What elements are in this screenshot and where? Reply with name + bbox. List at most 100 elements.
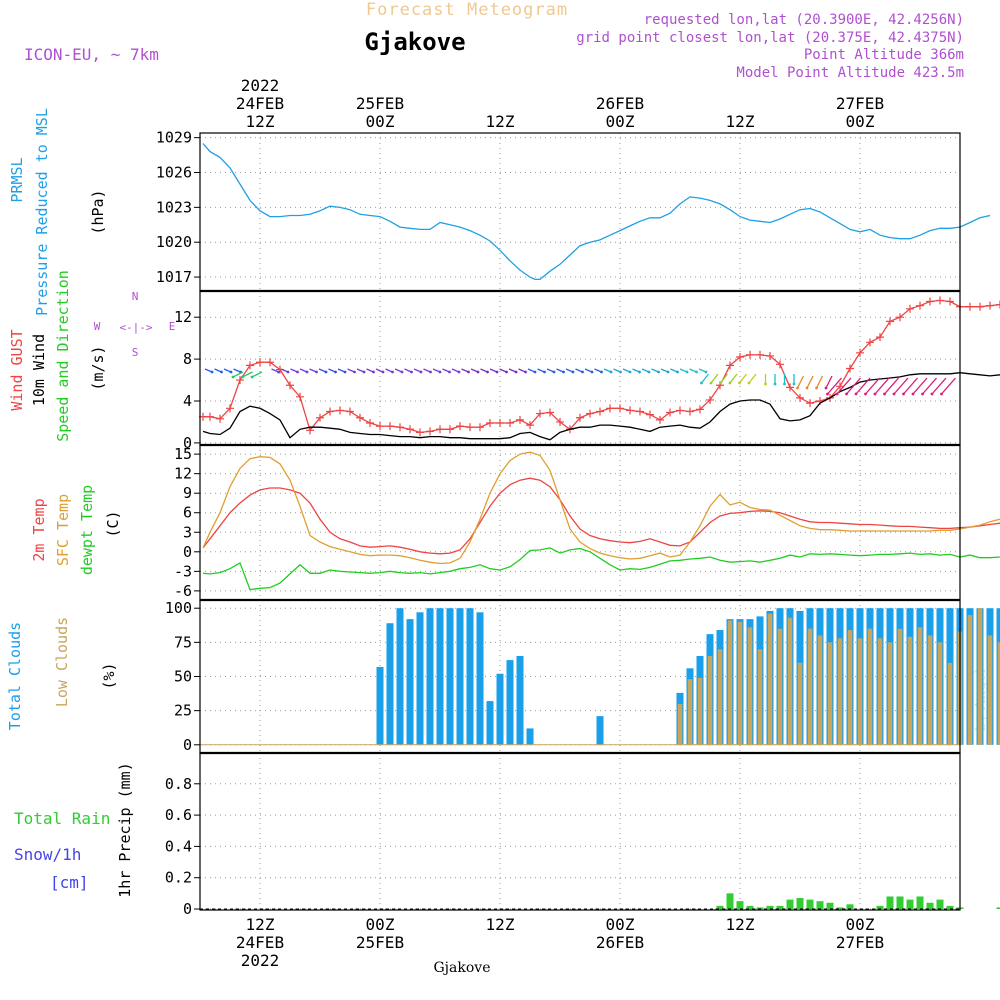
total-clouds-bar xyxy=(476,612,484,745)
time-label-top: 24FEB xyxy=(236,94,284,113)
gust-marker xyxy=(406,425,414,434)
time-label-bottom: 26FEB xyxy=(596,933,644,952)
wind-arrow xyxy=(242,371,253,378)
wind-arrow-head xyxy=(250,375,254,379)
wind-arrow-head xyxy=(600,370,603,374)
wind-arrow-head xyxy=(429,370,432,374)
wind-arrow-head xyxy=(231,375,235,379)
wind-arrow-head xyxy=(419,370,423,374)
wind-arrow xyxy=(825,375,833,389)
total-rain-bar xyxy=(926,902,934,909)
compass-n: N xyxy=(132,290,139,303)
wind-arrow-head xyxy=(476,370,480,374)
temperature-tick-label: 9 xyxy=(183,484,192,502)
low-clouds-bar xyxy=(747,627,753,745)
wind-arrow-head xyxy=(400,370,404,374)
wind-arrow xyxy=(251,371,263,378)
wind-tick-label: 8 xyxy=(183,350,192,368)
total-clouds-bar xyxy=(466,608,474,745)
gust-marker xyxy=(376,422,384,431)
total-clouds-bar xyxy=(426,608,434,745)
wind-arrow-head xyxy=(845,392,848,396)
gust-marker xyxy=(886,317,894,326)
gust-marker xyxy=(946,297,954,306)
total-rain-bar xyxy=(836,907,844,909)
wind-arrow-head xyxy=(815,386,818,390)
wind-arrow-head xyxy=(296,370,299,374)
pressure-tick-label: 1023 xyxy=(156,198,192,216)
wind-arrow xyxy=(874,377,890,395)
wind-arrow-head xyxy=(657,370,660,374)
wind-arrow-head xyxy=(581,370,584,374)
wind-arrow-head xyxy=(448,370,451,374)
low-clouds-bar xyxy=(757,649,763,745)
gust-marker xyxy=(456,422,464,431)
total-clouds-bar xyxy=(386,623,394,745)
temperature-tick-label: 12 xyxy=(174,465,192,483)
compass-e: E xyxy=(169,320,176,333)
dewpt-temp-line xyxy=(202,547,1000,591)
gust-marker xyxy=(466,423,474,432)
wind-arrow-head xyxy=(277,370,280,374)
label-precip-unit: 1hr Precip (mm) xyxy=(116,762,134,897)
time-label-top: 12Z xyxy=(726,112,755,131)
chart-subtitle: Forecast Meteogram xyxy=(366,0,568,20)
wind-arrow xyxy=(836,377,852,395)
total-rain-bar xyxy=(946,905,954,909)
precip-tick-label: 0.4 xyxy=(165,837,192,855)
gust-marker xyxy=(536,409,544,418)
gust-marker xyxy=(296,392,304,401)
wind-arrow-head xyxy=(940,392,943,396)
pressure-tick-label: 1029 xyxy=(156,129,192,147)
label-wind-gust: Wind GUST xyxy=(8,329,26,410)
low-clouds-bar xyxy=(797,662,803,745)
low-clouds-bar xyxy=(697,677,703,745)
pressure-tick-label: 1026 xyxy=(156,164,192,182)
wind-arrow xyxy=(700,373,710,384)
label-low-clouds: Low Clouds xyxy=(53,617,71,707)
wind-arrow-head xyxy=(921,392,924,396)
wind-arrow xyxy=(738,373,748,384)
total-clouds-bar xyxy=(506,660,514,745)
compass-w: W xyxy=(94,320,101,333)
gust-marker xyxy=(226,404,234,413)
time-label-bottom: 12Z xyxy=(486,915,515,934)
total-rain-bar xyxy=(906,899,914,909)
gust-marker xyxy=(676,406,684,415)
temperature-tick-label: -3 xyxy=(174,562,192,580)
10m-wind-line xyxy=(202,372,1000,441)
wind-arrow-head xyxy=(685,370,689,374)
time-label-bottom: 12Z xyxy=(726,915,755,934)
label-total-clouds: Total Clouds xyxy=(6,622,24,730)
label-snow-unit: [cm] xyxy=(50,873,89,892)
model-label: ICON-EU, ~ 7km xyxy=(24,45,159,64)
low-clouds-bar xyxy=(787,617,793,745)
temperature-tick-label: 0 xyxy=(183,543,192,561)
gust-marker xyxy=(256,358,264,367)
clouds-tick-label: 75 xyxy=(174,633,192,651)
gust-marker xyxy=(706,395,714,404)
total-clouds-bar xyxy=(456,608,464,745)
precip-tick-label: 0 xyxy=(183,900,192,918)
gust-marker xyxy=(606,404,614,413)
wind-arrow-head xyxy=(695,370,698,374)
wind-arrow-head xyxy=(873,392,877,396)
wind-arrow-head xyxy=(286,370,290,374)
wind-arrow-head xyxy=(796,386,799,390)
wind-arrow-head xyxy=(728,381,732,385)
label-clouds-unit: (%) xyxy=(100,662,118,689)
wind-arrow-head xyxy=(783,382,786,386)
time-label-top: 00Z xyxy=(366,112,395,131)
wind-arrow-head xyxy=(609,370,613,374)
wind-arrow xyxy=(806,375,814,389)
wind-gust-line xyxy=(203,299,1000,434)
low-clouds-bar xyxy=(987,635,993,745)
gust-marker xyxy=(266,358,274,367)
gust-marker xyxy=(786,383,794,392)
clouds-tick-label: 100 xyxy=(165,599,192,617)
compass-arrow: <-|-> xyxy=(119,321,152,334)
time-label-top: 26FEB xyxy=(596,94,644,113)
gust-marker xyxy=(856,348,864,357)
wind-arrow-head xyxy=(590,370,594,374)
gust-marker xyxy=(316,413,324,422)
